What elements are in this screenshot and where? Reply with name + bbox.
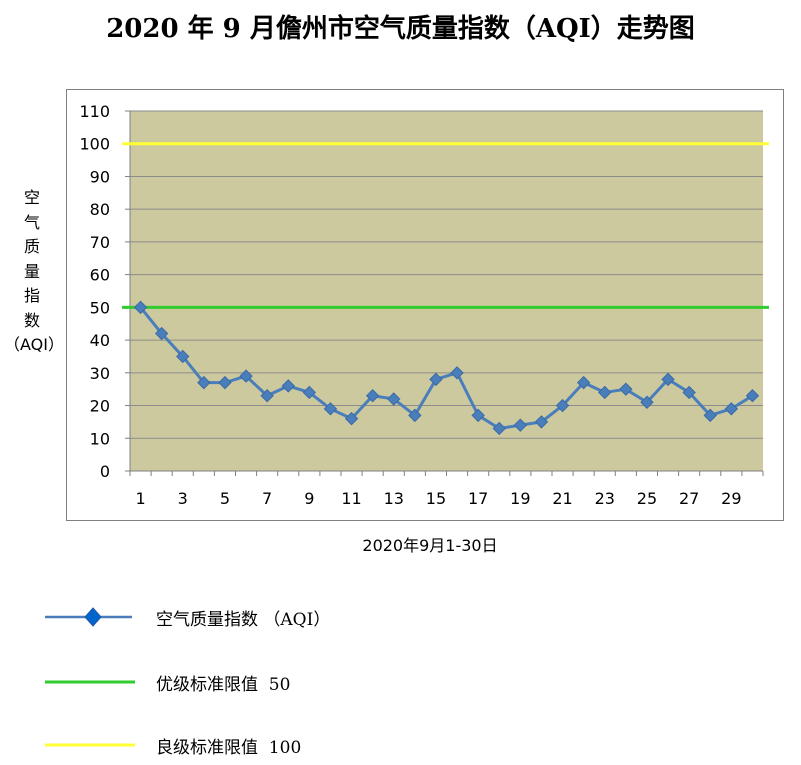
y-axis-label-char: 气 [23,212,40,232]
y-tick-label: 0 [100,462,110,481]
data-point [408,408,422,423]
x-tick-label: 1 [135,489,145,508]
x-tick-label: 11 [341,489,361,508]
data-point [154,326,169,341]
x-tick-label: 13 [384,489,404,508]
data-point [724,402,739,416]
y-tick-label: 90 [90,167,110,186]
y-tick-label: 60 [90,266,110,285]
y-tick-label: 40 [90,331,110,350]
x-tick-label: 29 [721,489,741,508]
y-axis-label-char: 数 [23,310,40,330]
x-axis-label: 2020年9月1-30日 [362,536,498,555]
y-axis-label-char: 指 [23,286,40,305]
data-point [513,418,528,432]
y-axis-label-char: （AQI） [4,335,64,354]
data-point [302,385,317,400]
data-point [598,385,612,400]
y-tick-label: 70 [90,233,110,252]
data-point [661,372,675,387]
aqi-series [133,300,760,436]
legend-item-fine: 良级标准限值 100 [40,723,740,763]
data-point [619,382,633,396]
data-point [133,300,148,315]
legend-label: 优级标准限值 50 [156,675,291,695]
x-tick-label: 3 [178,489,188,508]
y-axis-label-char: 空 [23,188,40,207]
y-tick-label: 80 [90,200,110,219]
data-point [450,366,464,380]
y-axis-label-char: 质 [23,237,40,256]
y-tick-label: 20 [90,397,110,416]
plot-area [130,111,763,471]
y-axis-label-char: 量 [23,261,40,281]
legend-label: 良级标准限值 100 [156,738,302,758]
legend-label: 空气质量指数 （AQI） [156,610,331,630]
y-tick-label: 100 [79,135,110,154]
data-point [218,375,232,390]
data-point [429,372,443,387]
x-tick-label: 7 [262,489,272,508]
x-tick-label: 19 [510,489,530,508]
blue-line-diamond-icon [45,607,132,627]
x-tick-label: 17 [468,489,488,508]
data-point [576,375,591,390]
x-tick-label: 21 [552,489,572,508]
data-point [197,375,211,390]
data-point [492,421,506,436]
legend-item-good: 优级标准限值 50 [40,660,740,700]
data-point [387,392,401,406]
y-tick-label: 110 [79,102,110,121]
x-tick-label: 23 [595,489,615,508]
x-tick-label: 25 [637,489,657,508]
data-point [471,408,485,423]
y-tick-label: 10 [90,429,110,448]
y-tick-labels: 0 10 20 30 40 50 60 70 80 90 100 110 [79,102,130,481]
y-axis-label: 空 气 质 量 指 数 （AQI） [4,186,64,358]
data-point [555,398,570,413]
data-point [365,389,380,403]
reference-lines [122,142,769,309]
data-point [281,379,295,393]
data-point [239,369,253,383]
data-point [534,415,549,429]
y-tick-label: 30 [90,364,110,383]
x-tick-label: 5 [220,489,230,508]
data-point [344,411,359,426]
green-line-icon [45,680,135,684]
legend-item-aqi: 空气质量指数 （AQI） [40,595,740,635]
data-point [640,395,654,409]
data-point [176,349,190,364]
data-point [323,402,338,416]
chart-title: 2020 年 9 月儋州市空气质量指数（AQI）走势图 [106,14,695,44]
data-point [745,389,760,403]
data-point [260,389,274,403]
x-tick-label: 15 [426,489,446,508]
yellow-line-icon [45,743,135,747]
data-point [682,385,696,400]
x-tick-label: 9 [304,489,314,508]
data-point [703,408,717,423]
x-tick-label: 27 [679,489,699,508]
x-tick-labels: 1 3 5 7 9 11 13 15 17 19 21 23 25 27 29 [129,471,764,508]
y-tick-label: 50 [90,298,110,317]
